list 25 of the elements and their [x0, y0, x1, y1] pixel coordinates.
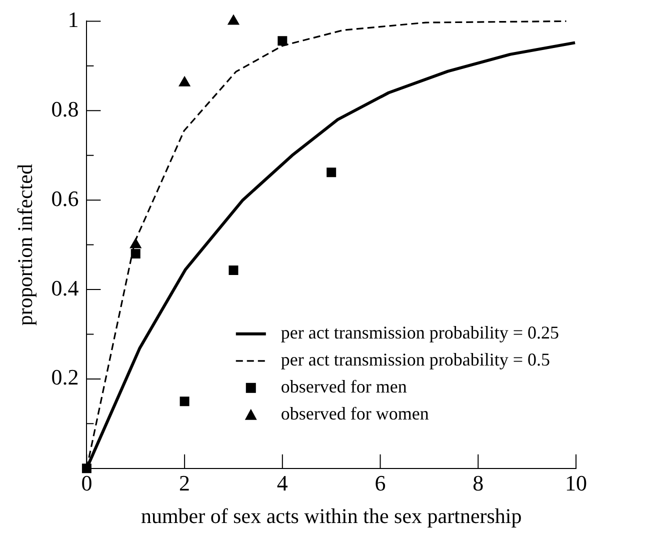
point: [228, 266, 238, 276]
point: [180, 396, 190, 406]
y-tick-label: 0.2: [51, 364, 79, 390]
x-tick-label: 6: [374, 470, 386, 496]
legend-label: per act transmission probability = 0.25: [280, 322, 560, 343]
x-tick-label: 4: [276, 470, 288, 496]
x-tick-label: 8: [472, 470, 484, 496]
point: [130, 249, 140, 258]
x-tick-label: 0: [81, 470, 92, 496]
x-axis-title: number of sex acts within the sex partnership: [140, 504, 522, 528]
x-tick-label: 10: [565, 470, 587, 496]
x-tick-label: 2: [179, 470, 190, 496]
legend-label: observed for women: [280, 404, 429, 424]
y-tick-label: 0.6: [51, 186, 79, 211]
point: [178, 76, 190, 86]
legend-label: per act transmission probability = 0.5: [280, 350, 550, 370]
point: [228, 14, 240, 25]
point: [278, 36, 288, 46]
point: [326, 168, 336, 178]
y-tick-label: 0.4: [51, 275, 79, 300]
y-tick-label: 1: [68, 6, 79, 32]
y-axis-title: proportion infected: [13, 164, 38, 326]
y-tick-label: 0.8: [51, 96, 79, 122]
legend-label: observed for men: [280, 376, 407, 397]
point: [130, 238, 142, 248]
